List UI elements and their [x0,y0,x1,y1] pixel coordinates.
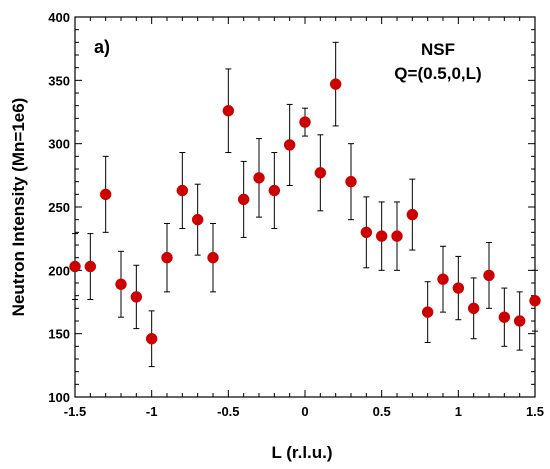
data-point [130,291,143,303]
data-point [161,251,173,264]
axes [74,16,536,398]
data-point [452,282,465,294]
data-point [237,193,250,206]
y-tick-label: 100 [48,390,70,405]
data-point [84,260,97,273]
data-point [145,332,158,345]
data-point [406,208,419,221]
data-point [207,251,219,264]
data-point [529,294,541,307]
x-tick-label: -1.5 [64,404,86,419]
y-tick-label: 400 [48,10,70,25]
data-point [391,230,403,242]
data-points [69,78,541,345]
data-point [513,315,526,327]
annotation-nsf: NSF [421,40,455,59]
data-point [115,278,127,291]
data-point [329,78,342,90]
data-point [268,184,281,197]
data-point [283,139,296,151]
x-tick-label: 1 [455,404,462,419]
data-point [345,175,357,188]
data-point [314,167,327,179]
y-tick-label: 250 [48,200,70,215]
panel-label: a) [94,37,110,57]
data-point [467,302,480,315]
y-tick-label: 200 [48,263,70,278]
data-point [375,230,388,242]
data-point [483,269,495,282]
data-point [421,306,434,318]
data-point [191,213,204,226]
error-bars [72,41,538,368]
data-point [437,273,449,285]
x-tick-label: -1 [146,404,158,419]
annotation-q-vector: Q=(0.5,0,L) [394,64,481,83]
x-tick-label: 0 [301,404,308,419]
y-tick-label: 300 [48,137,70,152]
tick-labels: -1.5 -1 -0.5 0 0.5 1 1.5 100 150 200 250 300 350 400 [48,10,544,419]
data-point [222,104,235,117]
data-point [253,172,265,184]
y-axis-title: Neutron Intensity (Mn=1e6) [9,98,28,317]
data-point [299,116,311,128]
y-tick-label: 150 [48,327,70,342]
x-tick-label: 1.5 [526,404,544,419]
data-point [99,188,112,201]
y-tick-label: 350 [48,73,70,88]
data-point [176,184,189,197]
data-point [69,260,81,273]
x-tick-label: 0.5 [373,404,391,419]
x-axis-title: L (r.l.u.) [271,443,332,462]
data-point [360,226,373,239]
x-tick-label: -0.5 [217,404,239,419]
data-point [498,311,511,323]
